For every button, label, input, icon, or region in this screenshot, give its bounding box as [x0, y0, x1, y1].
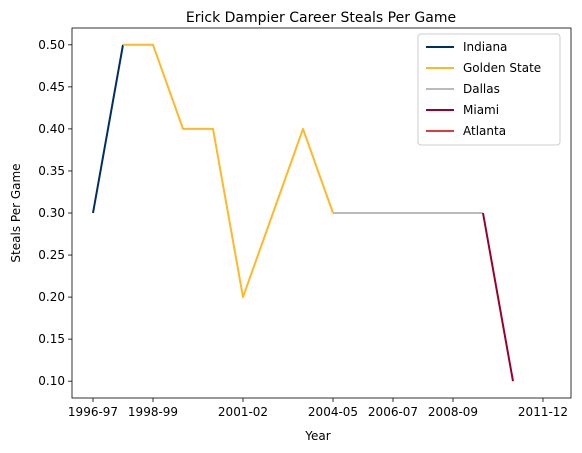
y-axis: 0.10 0.15 0.20 0.25 0.30 0.35 0.40 0.45 0.50 — [38, 38, 72, 388]
x-tick-label: 2008-09 — [428, 405, 478, 419]
chart-title: Erick Dampier Career Steals Per Game — [186, 10, 456, 26]
legend-box — [417, 33, 561, 146]
legend: Indiana Golden State Dallas Miami Atlanta — [417, 33, 561, 146]
x-tick-label: 1996-97 — [68, 405, 118, 419]
series-line-miami — [482, 212, 514, 382]
y-tick-label: 0.25 — [38, 248, 65, 262]
y-tick-label: 0.15 — [38, 332, 65, 346]
series-line-indiana — [92, 44, 124, 214]
y-tick-label: 0.40 — [38, 122, 65, 136]
x-tick-label: 2011-12 — [518, 405, 568, 419]
x-tick-label: 2006-07 — [368, 405, 418, 419]
x-axis: 1996-97 1998-99 2001-02 2004-05 2006-07 2008-… — [68, 398, 568, 419]
y-axis-label: Steals Per Game — [9, 163, 23, 262]
y-tick-label: 0.50 — [38, 38, 65, 52]
y-tick-label: 0.35 — [38, 164, 65, 178]
x-axis-label: Year — [304, 429, 330, 443]
legend-label: Golden State — [463, 61, 541, 75]
series-layer — [92, 43, 514, 382]
legend-label: Dallas — [463, 82, 500, 96]
y-tick-label: 0.10 — [38, 374, 65, 388]
x-tick-label: 1998-99 — [128, 405, 178, 419]
y-tick-label: 0.30 — [38, 206, 65, 220]
legend-label: Indiana — [463, 40, 507, 54]
legend-label: Atlanta — [463, 124, 506, 138]
legend-label: Miami — [463, 103, 499, 117]
x-tick-label: 2001-02 — [218, 405, 268, 419]
x-tick-label: 2004-05 — [308, 405, 358, 419]
y-tick-label: 0.45 — [38, 80, 65, 94]
y-tick-label: 0.20 — [38, 290, 65, 304]
series-line-golden-state — [123, 43, 334, 299]
